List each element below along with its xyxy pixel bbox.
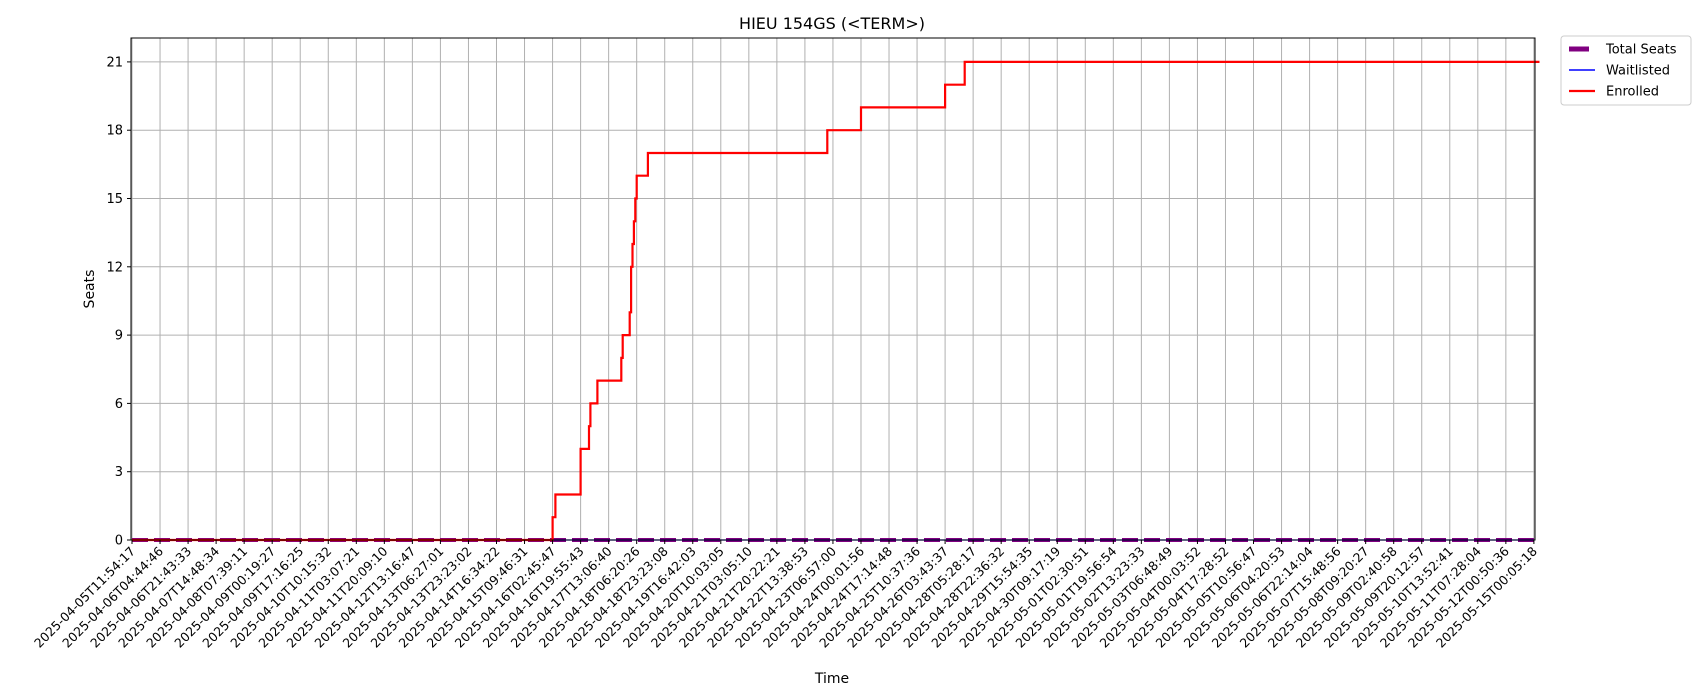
chart-title: HIEU 154GS (<TERM>) [739, 14, 925, 33]
legend-label: Total Seats [1605, 43, 1677, 58]
legend-box [1560, 35, 1692, 106]
grid-lines [131, 38, 1535, 541]
plot-lines [132, 60, 1540, 542]
legend-label: Waitlisted [1606, 64, 1670, 79]
x-axis-ticks: 2025-04-05T11:54:172025-04-06T04:44:4620… [31, 540, 1540, 651]
y-tick-label: 6 [115, 397, 123, 412]
y-tick-label: 18 [106, 124, 123, 139]
y-tick-label: 15 [106, 192, 123, 207]
y-tick-label: 3 [115, 465, 123, 480]
legend: Total Seats Waitlisted Enrolled [1560, 35, 1692, 106]
y-tick-label: 9 [115, 329, 123, 344]
x-axis-label: Time [814, 671, 849, 687]
y-tick-label: 0 [115, 534, 123, 549]
y-axis-label: Seats [82, 270, 98, 309]
y-tick-label: 12 [106, 260, 123, 275]
legend-label: Enrolled [1606, 85, 1659, 100]
y-tick-label: 21 [106, 55, 123, 70]
y-axis-ticks: 0 3 6 9 12 15 18 21 [106, 55, 131, 549]
series-enrolled-line [132, 60, 1540, 542]
